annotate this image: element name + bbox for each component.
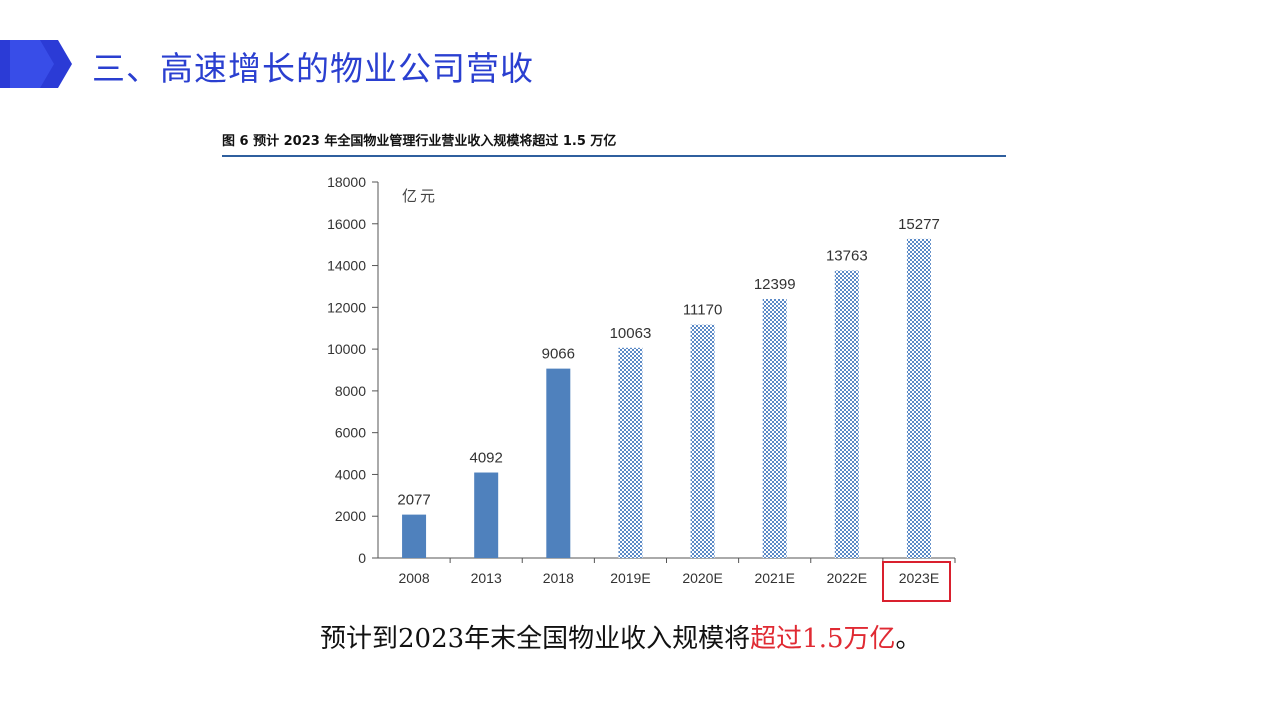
y-tick-label: 12000: [327, 299, 366, 315]
bar-2022E: [834, 270, 859, 558]
footer-text-end: 。: [895, 624, 922, 654]
y-tick-label: 14000: [327, 258, 366, 274]
y-tick-label: 6000: [335, 425, 366, 441]
data-label: 4092: [470, 450, 503, 467]
bar-2018: [546, 368, 571, 558]
y-tick-label: 4000: [335, 466, 366, 482]
data-label: 12399: [754, 276, 796, 293]
slide-title: 三、高速增长的物业公司营收: [92, 49, 534, 88]
highlight-2023e-box: [882, 561, 951, 602]
data-label: 11170: [683, 302, 723, 319]
footer-text-start: 预计到2023年末全国物业收入规模将: [320, 624, 751, 654]
x-tick-label: 2022E: [827, 570, 867, 586]
y-tick-label: 10000: [327, 341, 366, 357]
x-tick-label: 2013: [471, 570, 502, 586]
footer-statement: 预计到2023年末全国物业收入规模将超过1.5万亿。: [320, 618, 922, 655]
bar-2023E: [906, 238, 931, 559]
y-tick-label: 2000: [335, 508, 366, 524]
bar-2008: [402, 514, 427, 558]
x-tick-label: 2020E: [682, 570, 722, 586]
header-chevron-decoration: [0, 40, 72, 88]
bar-2019E: [618, 347, 643, 558]
footer-text-highlight: 超过1.5万亿: [750, 624, 896, 654]
figure-caption: 图 6 预计 2023 年全国物业管理行业营业收入规模将超过 1.5 万亿: [222, 134, 617, 149]
bar-chart: 0 2000 4000 6000 8000 10000 12000 14000 16000 180…: [327, 174, 956, 586]
x-tick-label: 2019E: [610, 570, 650, 586]
x-tick-label: 2021E: [754, 570, 794, 586]
x-tick-label: 2018: [543, 570, 574, 586]
y-axis-unit-label: 亿元: [402, 187, 438, 205]
bar-2020E: [690, 324, 715, 558]
data-label: 15277: [898, 216, 940, 233]
data-label: 13763: [826, 248, 868, 265]
y-tick-label: 0: [358, 550, 366, 566]
y-tick-label: 16000: [327, 216, 366, 232]
y-tick-label: 18000: [327, 174, 366, 190]
bar-2013: [474, 472, 499, 558]
x-tick-label: 2008: [398, 570, 429, 586]
x-tick-label: 2023E: [899, 570, 939, 586]
bar-2021E: [762, 298, 787, 558]
data-label: 10063: [610, 325, 652, 342]
data-label: 9066: [542, 346, 575, 363]
caption-divider: [222, 155, 1006, 157]
data-label: 2077: [397, 492, 430, 509]
y-tick-label: 8000: [335, 383, 366, 399]
